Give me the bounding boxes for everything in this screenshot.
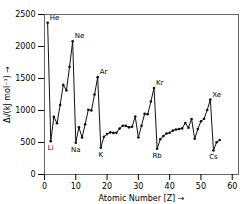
svg-text:Li: Li	[48, 144, 54, 152]
svg-text:50: 50	[196, 182, 206, 191]
svg-text:Ar: Ar	[100, 68, 108, 76]
svg-text:500: 500	[20, 138, 35, 147]
svg-text:1500: 1500	[15, 74, 35, 83]
svg-text:Atomic Number [Z] →: Atomic Number [Z] →	[99, 194, 185, 203]
svg-text:1000: 1000	[15, 106, 35, 115]
svg-text:Rb: Rb	[152, 152, 162, 160]
svg-text:20: 20	[102, 182, 112, 191]
svg-text:0: 0	[30, 170, 35, 179]
svg-text:Cs: Cs	[209, 153, 218, 161]
svg-text:0: 0	[42, 182, 47, 191]
svg-text:Kr: Kr	[156, 79, 164, 87]
svg-text:Na: Na	[71, 146, 81, 154]
svg-text:60: 60	[227, 182, 237, 191]
svg-text:Δᵢ/(kJ mol⁻¹) →: Δᵢ/(kJ mol⁻¹) →	[3, 66, 12, 123]
svg-text:He: He	[50, 14, 60, 22]
svg-text:Ne: Ne	[75, 32, 85, 40]
svg-text:30: 30	[133, 182, 143, 191]
svg-text:2500: 2500	[15, 10, 35, 19]
svg-text:40: 40	[165, 182, 175, 191]
svg-text:K: K	[99, 151, 104, 159]
svg-text:2000: 2000	[15, 42, 35, 51]
svg-text:Xe: Xe	[212, 91, 221, 99]
svg-text:10: 10	[71, 182, 81, 191]
